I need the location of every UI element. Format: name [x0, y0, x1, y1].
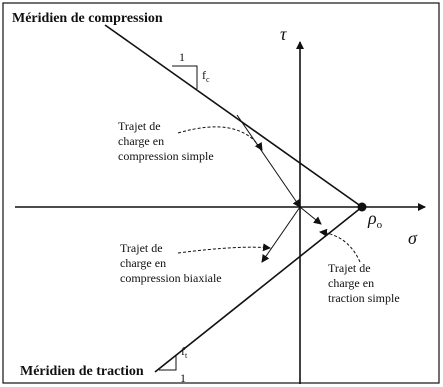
traction-meridian	[154, 206, 363, 373]
path-label: compression simple	[118, 149, 214, 163]
symbol: f	[181, 344, 185, 358]
apex-point	[357, 202, 367, 212]
slope-marker	[172, 65, 198, 89]
title: Méridien de traction	[20, 364, 144, 379]
symbol: ρ	[367, 208, 377, 228]
pointer	[177, 126, 263, 151]
path-label: charge en	[328, 276, 374, 290]
subscript: c	[206, 75, 210, 84]
compression-meridian	[104, 24, 363, 208]
frame	[2, 2, 440, 384]
load-path	[236, 114, 301, 208]
path-label: compression biaxiale	[120, 271, 222, 285]
path-label: Trajet de	[328, 261, 371, 275]
path-label: charge en	[120, 256, 166, 270]
path-label: Trajet de	[120, 241, 163, 255]
slope-run: 1	[179, 50, 185, 64]
slope-marker	[159, 355, 177, 371]
path-label: charge en	[118, 134, 164, 148]
load-path	[299, 206, 322, 225]
pointer	[177, 243, 271, 254]
symbol: f	[202, 68, 206, 82]
path-label: Trajet de	[118, 119, 161, 133]
path-label: traction simple	[328, 291, 400, 305]
subscript: o	[377, 219, 383, 231]
load-path	[261, 206, 301, 263]
slope-run: 1	[180, 371, 186, 385]
subscript: t	[185, 351, 188, 360]
title: Méridien de compression	[12, 11, 163, 26]
rho-label: ρo	[367, 208, 383, 231]
pointer	[319, 228, 361, 263]
slope-rise: ft	[181, 344, 188, 360]
slope-rise: fc	[202, 68, 210, 84]
axis-label: τ	[280, 24, 287, 44]
axis-label: σ	[408, 228, 418, 248]
